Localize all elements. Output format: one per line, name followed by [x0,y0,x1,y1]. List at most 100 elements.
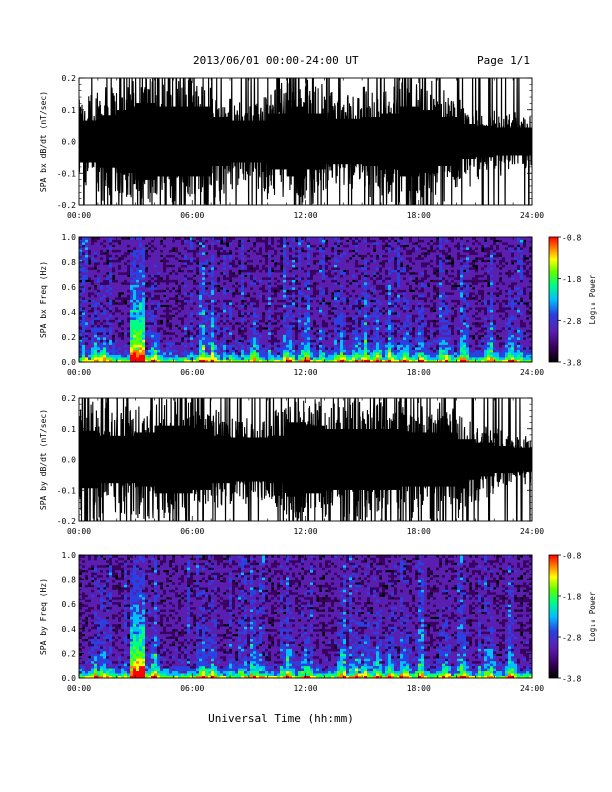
spectrogram-cell [253,237,257,240]
spectrogram-cell [283,287,287,290]
spectrogram-cell [349,267,353,270]
spectrogram-cell [175,314,179,318]
spectrogram-cell [307,302,311,305]
spectrogram-cell [91,267,95,270]
spectrogram-cell [112,247,116,250]
spectrogram-cell [202,342,206,345]
spectrogram-cell [301,347,305,350]
spectrogram-cell [247,347,251,350]
spectrogram-cell [163,274,167,278]
spectrogram-cell [199,319,203,323]
spectrogram-cell [376,339,380,343]
spectrogram-cell [193,287,197,290]
spectrogram-cell [190,312,194,315]
spectrogram-cell [79,342,83,345]
spectrogram-cell [235,237,239,240]
spectrogram-cell [229,237,233,240]
spectrogram-cell [352,302,356,305]
spectrogram-cell [166,354,170,358]
spectrogram-cell [334,317,338,320]
spectrogram-cell [79,339,83,343]
spectrogram-cell [199,257,203,260]
spectrogram-cell [187,247,191,250]
spectrogram-cell [79,282,83,285]
spectrogram-cell [226,254,230,258]
spectrogram-cell [358,297,362,300]
spectrogram-cell [103,304,107,308]
spectrogram-cell [154,264,158,268]
spectrogram-cell [241,319,245,323]
spectrogram-cell [229,264,233,268]
spectrogram-cell [160,287,164,290]
spectrogram-cell [262,337,266,340]
spectrogram-cell [136,239,140,243]
spectrogram-cell [286,357,290,360]
spectrogram-cell [256,247,260,250]
spectrogram-cell [214,352,218,355]
spectrogram-cell [91,342,95,345]
spectrogram-cell [376,357,380,360]
spectrogram-cell [292,249,296,253]
spectrogram-cell [244,342,248,345]
spectrogram-cell [172,284,176,288]
spectrogram-cell [268,352,272,355]
spectrogram-cell [97,304,101,308]
spectrogram-cell [310,282,314,285]
spectrogram-cell [190,277,194,280]
spectrogram-cell [268,299,272,303]
spectrogram-cell [160,309,164,313]
spectrogram-cell [154,254,158,258]
spectrogram-cell [154,324,158,328]
spectrogram-cell [292,287,296,290]
spectrogram-cell [172,257,176,260]
spectrogram-cell [307,352,311,355]
spectrogram-cell [112,357,116,360]
spectrogram-cell [214,334,218,338]
spectrogram-cell [127,297,131,300]
spectrogram-cell [331,279,335,283]
spectrogram-cell [82,319,86,323]
spectrogram-cell [346,279,350,283]
spectrogram-cell [88,249,92,253]
spectrogram-cell [232,309,236,313]
spectrogram-cell [196,319,200,323]
spectrogram-cell [184,319,188,323]
spectrogram-cell [136,294,140,298]
spectrogram-cell [307,279,311,283]
spectrogram-cell [223,329,227,333]
spectrogram-cell [160,324,164,328]
spectrogram-cell [256,277,260,280]
spectrogram-cell [250,289,254,293]
spectrogram-cell [136,317,140,320]
spectrogram-cell [274,339,278,343]
spectrogram-cell [118,297,122,300]
spectrogram-cell [280,334,284,338]
spectrogram-cell [160,327,164,330]
spectrogram-cell [364,327,368,330]
y-tick-label: 0.0 [62,138,77,147]
spectrogram-cell [133,269,137,273]
spectrogram-cell [373,349,377,353]
spectrogram-cell [358,359,362,363]
spectrogram-cell [343,264,347,268]
spectrogram-cell [256,337,260,340]
spectrogram-cell [121,272,125,275]
spectrogram-cell [187,277,191,280]
spectrogram-cell [316,317,320,320]
spectrogram-cell [115,337,119,340]
spectrogram-cell [199,292,203,295]
spectrogram-cell [334,307,338,310]
spectrogram-cell [376,239,380,243]
spectrogram-cell [169,257,173,260]
spectrogram-cell [373,324,377,328]
spectrogram-cell [331,277,335,280]
spectrogram-cell [232,289,236,293]
spectrogram-cell [283,247,287,250]
spectrogram-cell [340,304,344,308]
spectrogram-cell [265,347,269,350]
spectrogram-cell [130,312,134,315]
spectrogram-cell [268,274,272,278]
spectrogram-cell [226,359,230,363]
spectrogram-cell [214,327,218,330]
spectrogram-cell [328,279,332,283]
